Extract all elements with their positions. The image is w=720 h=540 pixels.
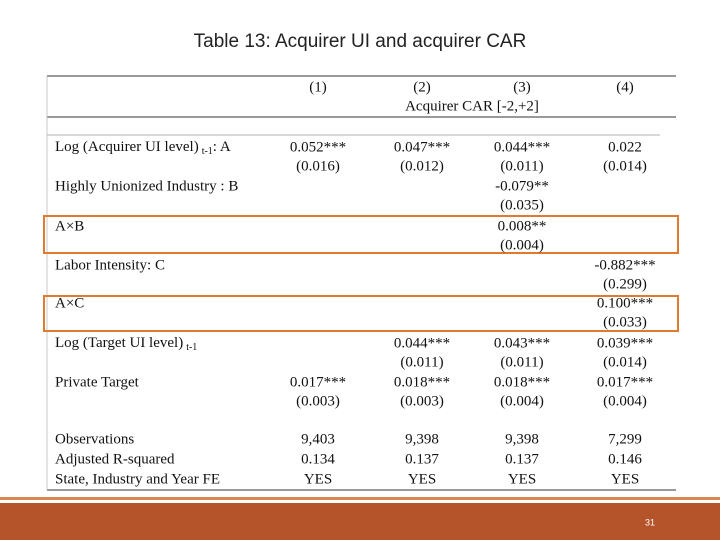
standard-error: (0.299) — [603, 276, 647, 292]
standard-error: (0.003) — [296, 393, 340, 409]
standard-error: (0.014) — [603, 354, 647, 370]
standard-error: (0.014) — [603, 158, 647, 174]
label-text: Log (Target UI level) — [55, 335, 183, 351]
column-header: (3) — [513, 79, 531, 95]
coefficient: 0.052*** — [290, 139, 346, 155]
dependent-variable: Acquirer CAR [-2,+2] — [405, 98, 539, 114]
column-header: (2) — [413, 79, 431, 95]
stat-value: 9,403 — [301, 431, 335, 447]
label-subscript: t-1 — [186, 342, 197, 353]
coefficient: 0.039*** — [597, 335, 653, 351]
standard-error: (0.011) — [500, 158, 543, 174]
standard-error: (0.016) — [296, 158, 340, 174]
coefficient: 0.100*** — [597, 295, 653, 311]
row-label: Private Target — [55, 374, 140, 390]
regression-table: (1) (2) (3) (4) Acquirer CAR [-2,+2] Log (Acq… — [55, 79, 656, 487]
coefficient: 0.017*** — [290, 374, 346, 390]
stat-value: YES — [508, 471, 536, 487]
stat-value: 9,398 — [505, 431, 539, 447]
stat-value: 0.137 — [505, 451, 539, 467]
standard-error: (0.004) — [603, 393, 647, 409]
standard-error: (0.003) — [400, 393, 444, 409]
row-label: A×C — [55, 295, 84, 311]
stat-value: 7,299 — [608, 431, 642, 447]
standard-error: (0.012) — [400, 158, 444, 174]
label-tail: : A — [213, 139, 231, 155]
standard-error: (0.004) — [500, 393, 544, 409]
label-text: Log (Acquirer UI level) — [55, 139, 199, 155]
column-header: (4) — [616, 79, 634, 95]
stat-label: State, Industry and Year FE — [55, 471, 220, 487]
page-number: 31 — [645, 517, 655, 527]
coefficient: 0.018*** — [394, 374, 450, 390]
highlight-box — [43, 215, 679, 254]
standard-error: (0.011) — [400, 354, 443, 370]
row-label: Log (Target UI level) t-1 — [55, 335, 197, 353]
label-subscript: t-1 — [202, 146, 213, 157]
row-label: Highly Unionized Industry : B — [55, 178, 238, 194]
coefficient: -0.882*** — [594, 257, 655, 273]
coefficient: 0.022 — [608, 139, 642, 155]
footer-bar — [0, 503, 720, 540]
coefficient: 0.047*** — [394, 139, 450, 155]
stat-label: Adjusted R-squared — [55, 451, 175, 467]
row-label: A×B — [55, 218, 84, 234]
coefficient: 0.017*** — [597, 374, 653, 390]
row-label: Log (Acquirer UI level) t-1: A — [55, 139, 231, 157]
coefficient: 0.018*** — [494, 374, 550, 390]
coefficient: 0.008** — [498, 218, 547, 234]
standard-error: (0.004) — [500, 237, 544, 253]
standard-error: (0.035) — [500, 197, 544, 213]
stat-value: 9,398 — [405, 431, 439, 447]
row-label: Labor Intensity: C — [55, 257, 165, 273]
standard-error: (0.011) — [500, 354, 543, 370]
column-header: (1) — [309, 79, 327, 95]
coefficient: 0.044*** — [394, 335, 450, 351]
standard-error: (0.033) — [603, 314, 647, 330]
stat-value: 0.137 — [405, 451, 439, 467]
stat-value: YES — [304, 471, 332, 487]
highlight-box — [43, 295, 679, 332]
stat-value: YES — [611, 471, 639, 487]
coefficient: -0.079** — [495, 178, 549, 194]
slide-title: Table 13: Acquirer UI and acquirer CAR — [194, 31, 527, 52]
coefficient: 0.043*** — [494, 335, 550, 351]
stat-value: 0.134 — [301, 451, 335, 467]
stat-label: Observations — [55, 431, 134, 447]
coefficient: 0.044*** — [494, 139, 550, 155]
footer-accent — [0, 497, 720, 500]
stat-value: YES — [408, 471, 436, 487]
stat-value: 0.146 — [608, 451, 642, 467]
